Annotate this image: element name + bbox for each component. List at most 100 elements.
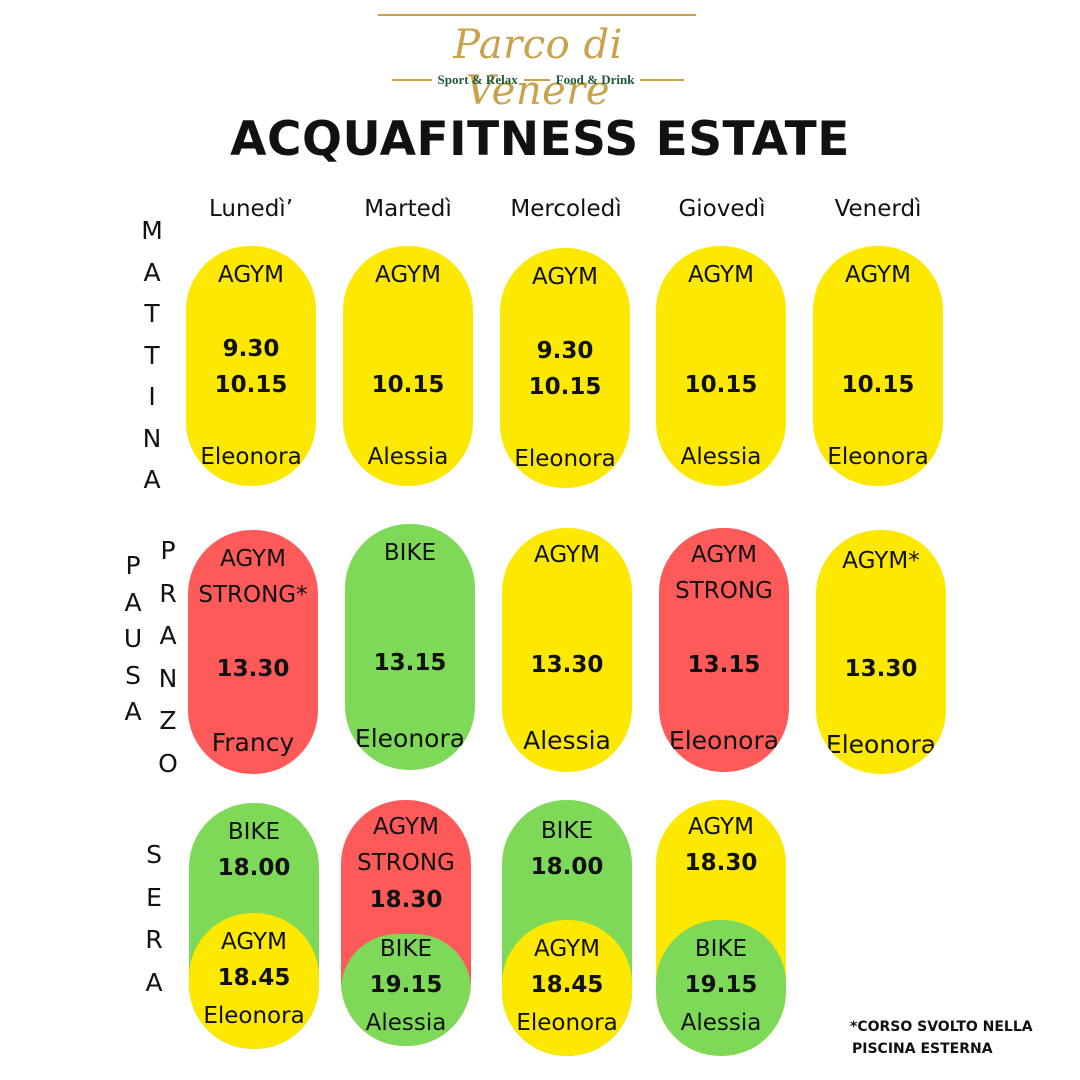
class-card-mattina-monday: AGYM 9.30 10.15 Eleonora: [186, 246, 316, 486]
instructor-name: Francy: [211, 728, 295, 757]
class-card-pranzo-wednesday: AGYM 13.30 Alessia: [502, 528, 632, 772]
instructor-name: Eleonora: [827, 444, 929, 470]
course-label: AGYM: [532, 264, 598, 290]
logo-tagline: Sport & Relax Food & Drink: [378, 72, 698, 88]
section-letter: P: [125, 551, 141, 580]
instructor-name: Alessia: [365, 1010, 447, 1036]
course-label: AGYM: [534, 542, 600, 568]
logo-rule: [378, 14, 696, 16]
course-label: AGYM: [221, 929, 287, 955]
class-card-sera-wednesday: BIKE 18.00 AGYM 18.45 Eleonora: [502, 800, 632, 1056]
logo: Parco di Venere Sport & Relax Food & Dri…: [378, 14, 698, 114]
section-letter: N: [142, 423, 162, 453]
section-letter: P: [160, 536, 176, 565]
time: 18.45: [530, 972, 604, 998]
section-letter: U: [123, 624, 143, 653]
course-label: AGYM: [845, 262, 911, 288]
class-card-sera-monday: BIKE 18.00 AGYM 18.45 Eleonora: [189, 803, 319, 1049]
course-label: AGYM: [373, 814, 439, 840]
section-letter: S: [146, 840, 162, 869]
day-header-friday: Venerdì: [834, 196, 922, 222]
course-label: AGYM: [375, 262, 441, 288]
logo-brand: Parco di Venere: [453, 22, 623, 114]
course-label: BIKE: [379, 936, 433, 962]
logo-rule-right: [640, 79, 685, 81]
course-label: BIKE: [694, 936, 748, 962]
section-letter: R: [159, 578, 177, 608]
section-letter: R: [145, 925, 163, 954]
class-card-sera-tuesday-second: BIKE 19.15 Alessia: [341, 934, 471, 1046]
section-letter: A: [124, 587, 142, 617]
section-letter: A: [145, 967, 163, 997]
course-label-line2: STRONG: [675, 578, 773, 604]
logo-rule-left: [391, 79, 432, 81]
class-card-sera-wednesday-second: AGYM 18.45 Eleonora: [502, 920, 632, 1056]
start-time: 9.30: [536, 338, 594, 364]
start-time: 9.30: [222, 336, 280, 362]
section-letter: N: [158, 663, 178, 693]
instructor-name: Alessia: [680, 1010, 762, 1036]
day-header-monday: Lunedì’: [208, 196, 293, 222]
footnote-line2: PISCINA ESTERNA: [852, 1041, 993, 1057]
time: 18.30: [684, 850, 758, 876]
class-card-sera-monday-second: AGYM 18.45 Eleonora: [189, 913, 319, 1049]
time: 13.15: [373, 650, 447, 676]
class-card-pranzo-tuesday: BIKE 13.15 Eleonora: [345, 524, 475, 770]
instructor-name: Eleonora: [200, 444, 302, 470]
time: 10.15: [528, 374, 602, 400]
class-card-sera-tuesday: AGYM STRONG 18.30 BIKE 19.15 Alessia: [341, 800, 471, 1046]
instructor-name: Eleonora: [354, 724, 466, 753]
time: 19.15: [369, 972, 443, 998]
instructor-name: Eleonora: [516, 1010, 618, 1036]
course-label-line2: STRONG: [357, 850, 455, 876]
course-label: AGYM: [218, 262, 284, 288]
class-card-pranzo-monday: AGYM STRONG* 13.30 Francy: [188, 530, 318, 774]
class-card-sera-thursday: AGYM 18.30 BIKE 19.15 Alessia: [656, 800, 786, 1056]
course-label: AGYM: [534, 936, 600, 962]
instructor-name: Eleonora: [203, 1003, 305, 1029]
section-letter: I: [148, 382, 156, 411]
course-label: BIKE: [227, 819, 281, 845]
logo-rule-mid: [523, 79, 550, 81]
class-card-pranzo-friday: AGYM* 13.30 Eleonora: [816, 530, 946, 774]
time: 10.15: [684, 372, 758, 398]
class-card-sera-thursday-second: BIKE 19.15 Alessia: [656, 920, 786, 1056]
instructor-name: Eleonora: [514, 446, 616, 472]
section-letter: T: [144, 340, 160, 370]
time: 10.15: [841, 372, 915, 398]
course-label: AGYM: [688, 814, 754, 840]
section-letter: A: [159, 621, 177, 650]
section-letter: M: [141, 216, 163, 245]
section-letter: E: [146, 882, 162, 912]
instructor-name: Eleonora: [668, 726, 780, 755]
section-letter: O: [158, 748, 178, 778]
time: 18.30: [369, 887, 443, 913]
course-label-line2: STRONG*: [198, 582, 308, 608]
time: 10.15: [214, 372, 288, 398]
instructor-name: Alessia: [680, 444, 762, 470]
section-letter: A: [124, 697, 142, 726]
day-header-tuesday: Martedì: [364, 196, 452, 222]
day-header-wednesday: Mercoledì: [510, 196, 622, 222]
logo-tag-right: Food & Drink: [555, 72, 635, 87]
time: 13.30: [530, 652, 604, 678]
section-letter: S: [125, 660, 141, 690]
instructor-name: Eleonora: [825, 730, 937, 759]
class-card-mattina-friday: AGYM 10.15 Eleonora: [813, 246, 943, 486]
class-card-mattina-tuesday: AGYM 10.15 Alessia: [343, 246, 473, 486]
instructor-name: Alessia: [523, 726, 611, 755]
class-card-mattina-thursday: AGYM 10.15 Alessia: [656, 246, 786, 486]
time: 19.15: [684, 972, 758, 998]
time: 18.00: [530, 854, 604, 880]
section-letter: A: [143, 257, 161, 287]
instructor-name: Alessia: [367, 444, 449, 470]
time: 18.00: [217, 855, 291, 881]
time: 13.15: [687, 652, 761, 678]
course-label: BIKE: [383, 540, 437, 566]
course-label: BIKE: [540, 818, 594, 844]
time: 13.30: [844, 656, 918, 682]
